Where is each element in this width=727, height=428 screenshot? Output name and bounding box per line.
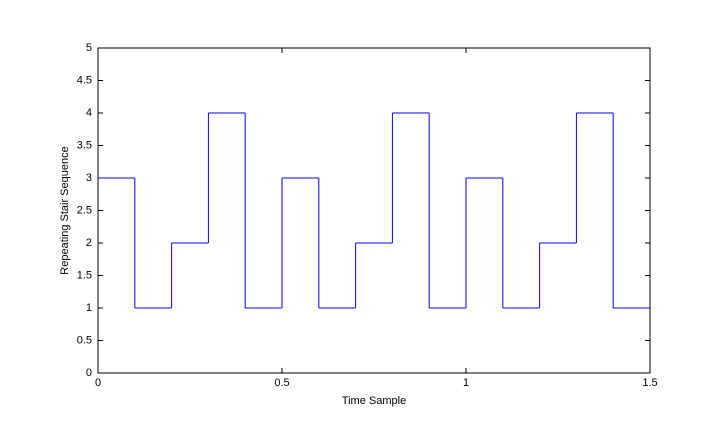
x-tick-label: 0.5 bbox=[274, 377, 289, 389]
y-tick-label: 5 bbox=[86, 42, 92, 54]
y-tick-label: 0 bbox=[86, 367, 92, 379]
x-tick-label: 1 bbox=[463, 377, 469, 389]
x-tick-label: 0 bbox=[95, 377, 101, 389]
plot-frame bbox=[97, 47, 651, 374]
y-axis-label: Repeating Stair Sequence bbox=[59, 146, 71, 274]
y-tick-label: 0.5 bbox=[77, 334, 92, 346]
x-axis-label: Time Sample bbox=[342, 395, 406, 407]
y-tick-label: 1 bbox=[86, 302, 92, 314]
y-tick-label: 4.5 bbox=[77, 74, 92, 86]
y-tick-label: 2.5 bbox=[77, 204, 92, 216]
y-tick-label: 2 bbox=[86, 237, 92, 249]
y-tick-label: 1.5 bbox=[77, 269, 92, 281]
y-tick-label: 3 bbox=[86, 172, 92, 184]
y-tick-label: 3.5 bbox=[77, 139, 92, 151]
y-tick-label: 4 bbox=[86, 107, 92, 119]
x-tick-label: 1.5 bbox=[642, 377, 657, 389]
